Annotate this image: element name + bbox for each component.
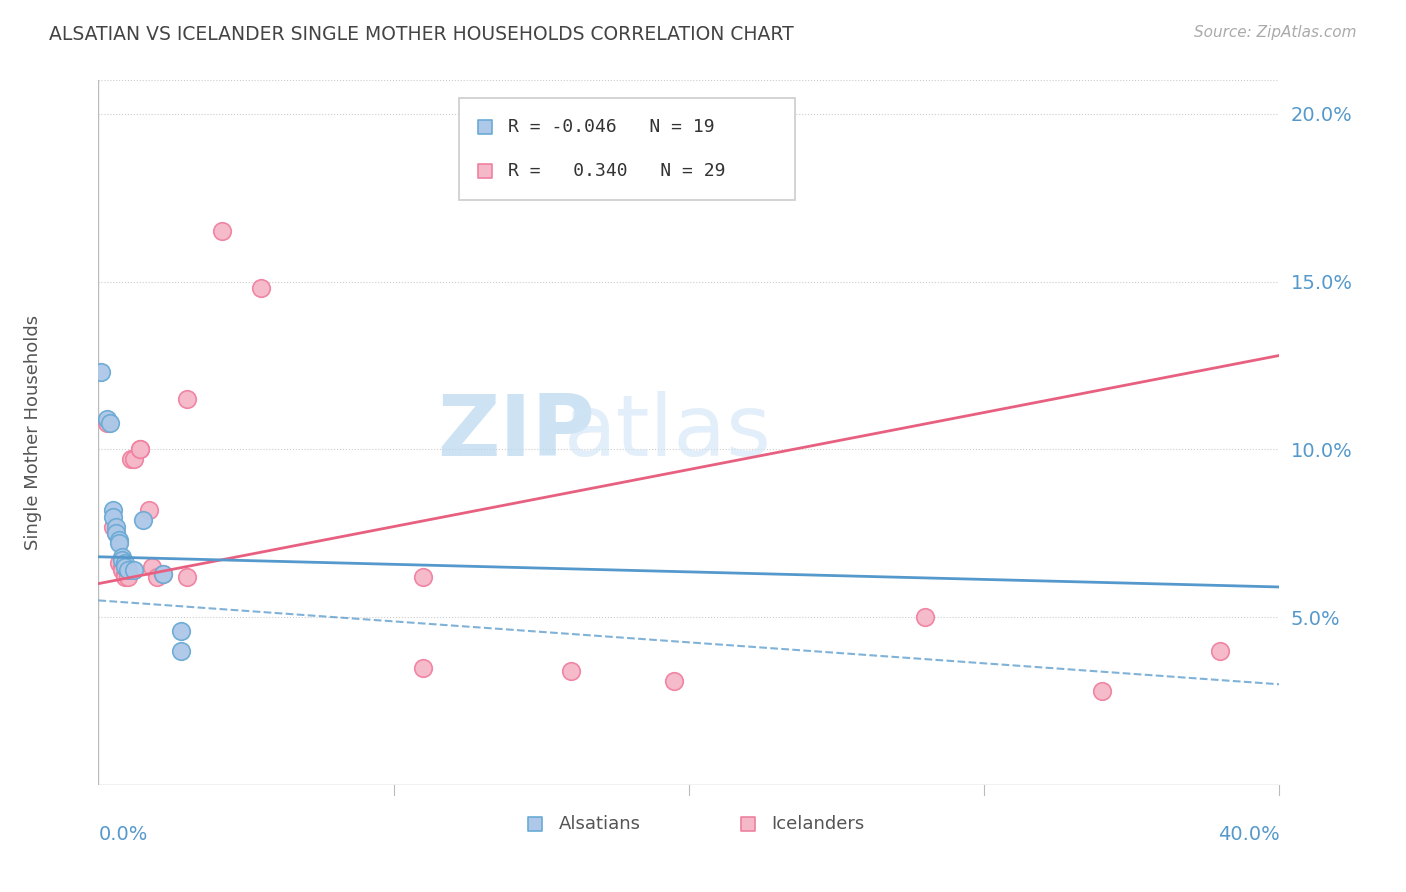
Point [103,509,125,524]
Text: Alsatians: Alsatians [560,814,641,833]
Point [105,526,128,541]
Point [152,566,174,581]
Point [122,563,145,577]
Text: ALSATIAN VS ICELANDER SINGLE MOTHER HOUSEHOLDS CORRELATION CHART: ALSATIAN VS ICELANDER SINGLE MOTHER HOUS… [49,25,794,44]
Point [1091,684,1114,698]
Point [111,563,134,577]
Point [105,526,128,541]
Point [170,644,193,658]
Point [1209,644,1232,658]
Text: 40.0%: 40.0% [1218,825,1279,844]
Point [90,365,112,379]
Point [103,519,125,533]
Point [111,549,134,564]
Point [560,664,582,678]
Point [96,412,118,426]
Text: Icelanders: Icelanders [772,814,865,833]
Point [111,553,134,567]
Text: 0.0%: 0.0% [98,825,148,844]
Point [111,559,134,574]
Point [152,566,174,581]
Point [120,452,142,467]
Point [132,513,155,527]
Point [146,570,169,584]
Point [96,416,118,430]
Text: atlas: atlas [564,391,772,475]
Text: Source: ZipAtlas.com: Source: ZipAtlas.com [1194,25,1357,40]
Point [114,557,136,571]
Point [176,392,198,406]
Point [105,519,128,533]
Point [128,442,150,457]
Point [117,563,139,577]
Point [114,570,136,584]
Point [250,281,273,295]
Point [176,570,198,584]
Point [117,566,139,581]
Point [108,557,131,571]
Text: Single Mother Households: Single Mother Households [24,315,42,550]
Point [664,673,686,688]
Point [412,660,434,674]
Point [138,503,160,517]
Point [98,416,121,430]
Point [141,559,163,574]
Text: R =   0.340   N = 29: R = 0.340 N = 29 [508,162,725,180]
Point [108,536,131,550]
Point [114,559,136,574]
Point [103,503,125,517]
Point [914,610,936,624]
Text: R = -0.046   N = 19: R = -0.046 N = 19 [508,118,714,136]
Point [122,452,145,467]
Point [128,442,150,457]
Text: ZIP: ZIP [437,391,595,475]
Point [211,224,233,238]
Point [170,624,193,638]
Point [114,566,136,581]
Point [117,570,139,584]
FancyBboxPatch shape [458,98,796,200]
Point [108,533,131,547]
Point [412,570,434,584]
